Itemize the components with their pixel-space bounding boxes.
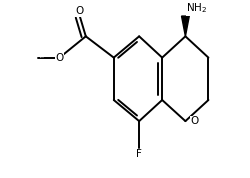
Text: F: F	[136, 149, 142, 159]
Text: NH$_2$: NH$_2$	[186, 1, 208, 15]
Text: O: O	[191, 116, 199, 126]
Polygon shape	[182, 16, 189, 36]
Text: methyl: methyl	[1, 53, 38, 63]
Text: O: O	[56, 53, 64, 63]
Text: O: O	[76, 6, 84, 16]
Text: methyl: methyl	[40, 57, 44, 58]
